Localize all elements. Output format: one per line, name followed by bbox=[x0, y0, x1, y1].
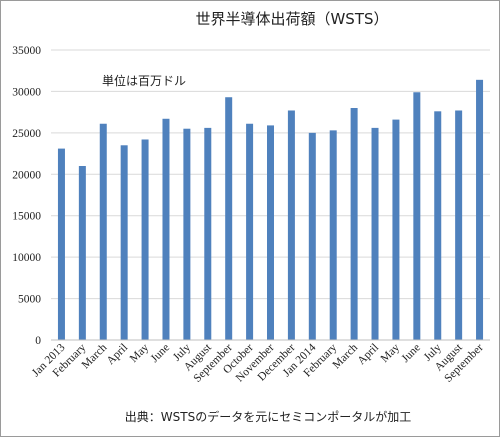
bar bbox=[329, 130, 337, 340]
bar bbox=[267, 125, 274, 341]
y-tick-label: 10000 bbox=[12, 252, 41, 264]
bar bbox=[99, 123, 107, 340]
bar bbox=[434, 111, 442, 340]
y-tick-label: 5000 bbox=[18, 294, 41, 306]
y-tick-label: 0 bbox=[35, 335, 41, 347]
bar bbox=[57, 148, 65, 340]
x-tick-label: June bbox=[400, 342, 423, 365]
bar bbox=[78, 166, 86, 340]
y-tick-label: 30000 bbox=[12, 86, 41, 98]
bar bbox=[141, 139, 149, 340]
bar bbox=[120, 145, 128, 340]
bar bbox=[371, 127, 379, 340]
x-tick-label: June bbox=[149, 342, 172, 365]
bar bbox=[183, 128, 191, 340]
bar bbox=[350, 108, 358, 340]
x-tick-label: April bbox=[105, 342, 131, 368]
x-tick-label: May bbox=[379, 341, 403, 365]
bar bbox=[455, 110, 463, 340]
bar bbox=[392, 119, 400, 340]
y-tick-label: 20000 bbox=[12, 169, 41, 181]
bar bbox=[413, 92, 421, 340]
x-tick-label: April bbox=[355, 342, 381, 368]
bar bbox=[204, 127, 212, 340]
bar bbox=[225, 97, 233, 340]
source-note: 出典：WSTSのデータを元にセミコンポータルが加工 bbox=[125, 409, 411, 424]
y-tick-label: 15000 bbox=[12, 211, 41, 223]
y-tick-label: 35000 bbox=[12, 45, 41, 57]
bar bbox=[162, 118, 170, 341]
unit-note: 単位は百万ドル bbox=[102, 73, 186, 88]
x-axis-ticks: Jan 2013FebruaryMarchAprilMayJuneJulyAug… bbox=[30, 341, 486, 385]
bar bbox=[287, 110, 295, 340]
y-axis-ticks: 0 5000 10000 15000 20000 25000 30000 35000 bbox=[12, 45, 41, 347]
bar bbox=[246, 123, 254, 340]
bar bbox=[476, 79, 484, 340]
bar bbox=[308, 132, 316, 340]
chart-title: 世界半導体出荷額（WSTS） bbox=[195, 10, 388, 28]
y-tick-label: 25000 bbox=[12, 128, 41, 140]
bars bbox=[57, 79, 484, 341]
x-tick-label: May bbox=[128, 341, 152, 365]
